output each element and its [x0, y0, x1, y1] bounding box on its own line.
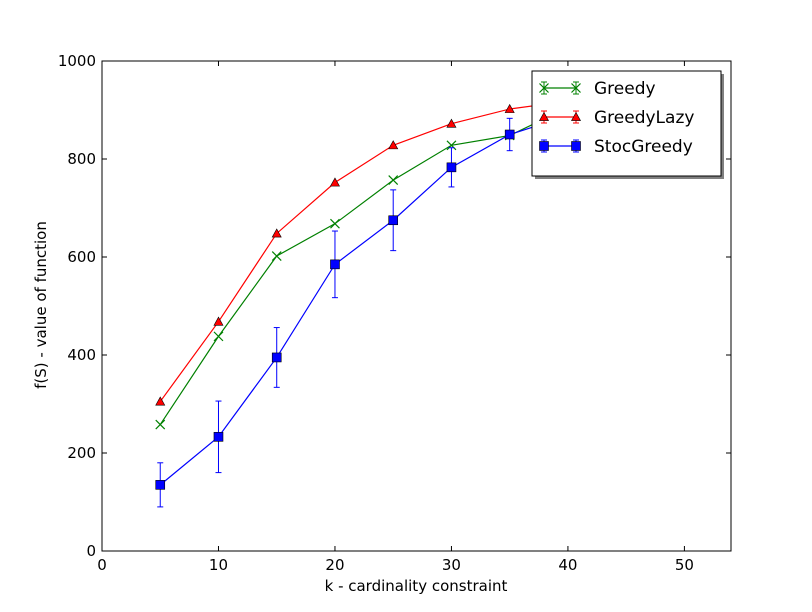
series-StocGreedy — [155, 101, 573, 508]
data-point — [271, 251, 282, 261]
series-line-StocGreedy — [159, 115, 569, 486]
data-point — [330, 218, 340, 229]
plot-frame — [101, 60, 732, 552]
data-point — [329, 177, 340, 187]
legend-marker — [538, 111, 550, 121]
legend-entry-StocGreedy: StocGreedy — [539, 137, 693, 157]
y-tick-label: 1000 — [58, 52, 96, 70]
data-point — [271, 352, 282, 363]
data-point — [213, 432, 224, 442]
data-point — [155, 396, 166, 406]
data-point — [388, 175, 399, 185]
y-axis-label: f(S) - value of function — [32, 221, 50, 389]
y-tick-label: 200 — [67, 444, 96, 462]
data-point — [446, 140, 457, 151]
legend-marker — [570, 111, 582, 121]
data-point — [330, 259, 340, 270]
x-tick-label: 10 — [209, 556, 228, 574]
legend-label: StocGreedy — [594, 137, 693, 157]
x-axis-label: k - cardinality constraint — [325, 577, 508, 595]
data-point — [155, 480, 166, 490]
legend-marker — [539, 83, 549, 93]
data-point — [271, 228, 282, 238]
data-point — [388, 215, 399, 226]
data-point — [446, 118, 457, 128]
legend: Greedy GreedyLazy StocGreedy — [531, 70, 724, 179]
legend-marker — [571, 141, 581, 151]
plot-area — [155, 96, 573, 508]
axes: 0 10 20 30 40 50 0 200 400 600 800 1000 — [58, 52, 732, 574]
series-GreedyLazy — [155, 96, 573, 406]
y-tick-label: 800 — [67, 150, 96, 168]
data-point — [504, 129, 515, 140]
x-tick-label: 30 — [442, 556, 461, 574]
series-Greedy — [155, 102, 573, 430]
data-point — [213, 331, 224, 342]
data-point — [504, 103, 515, 113]
x-tick-label: 40 — [558, 556, 577, 574]
legend-label: Greedy — [594, 79, 656, 99]
y-tick-label: 400 — [67, 346, 96, 364]
y-tick-label: 600 — [67, 248, 96, 266]
data-point — [388, 140, 399, 150]
x-tick-label: 0 — [97, 556, 107, 574]
x-tick-label: 50 — [675, 556, 694, 574]
x-tick-label: 20 — [325, 556, 344, 574]
legend-marker — [571, 83, 581, 93]
series-line-Greedy — [159, 107, 569, 425]
legend-label: GreedyLazy — [594, 108, 694, 128]
series-line-GreedyLazy — [159, 100, 569, 402]
legend-entry-GreedyLazy: GreedyLazy — [538, 108, 694, 128]
y-tick-label: 0 — [86, 542, 96, 560]
data-point — [155, 419, 166, 430]
data-point — [213, 316, 224, 326]
legend-marker — [539, 141, 549, 151]
data-point — [446, 162, 457, 173]
legend-entry-Greedy: Greedy — [539, 79, 656, 99]
